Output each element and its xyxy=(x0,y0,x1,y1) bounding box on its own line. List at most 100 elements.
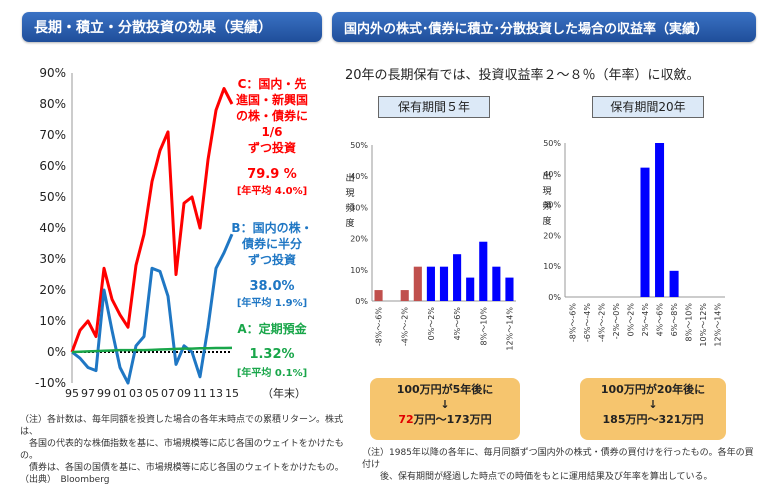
line-y-tick-label: 10% xyxy=(39,314,66,328)
hist20-bar xyxy=(655,143,665,297)
hist20-y-tick-label: 0% xyxy=(548,293,561,302)
hist5-y-tick-label: 50% xyxy=(350,141,368,150)
line-x-tick-label: 95 xyxy=(65,387,79,400)
series-label-a: A：定期預金 xyxy=(237,321,307,336)
note-left-line: （注）各計数は、毎年同額を投資した場合の各年末時点での累積リターン。株式は、 xyxy=(20,415,344,437)
callout-5y-line3: 72万円～173万円 xyxy=(370,412,520,427)
hist20-x-tick-label: -6%～-4% xyxy=(583,303,592,343)
hist5-y-tick-label: 0% xyxy=(355,297,368,306)
series-label-c: の株・債券に xyxy=(236,108,308,123)
header-left: 長期・積立・分散投資の効果（実績） xyxy=(22,12,322,42)
hist5-x-tick-label: 12%～14% xyxy=(505,307,514,351)
hist5-bar xyxy=(374,290,383,301)
hist5-y-tick-label: 30% xyxy=(350,203,368,212)
hist5-y-tick-label: 10% xyxy=(350,266,368,275)
hist20-x-tick-label: -4%～-2% xyxy=(597,303,606,343)
line-x-tick-label: 15 xyxy=(225,387,239,400)
series-label-c: ずつ投資 xyxy=(248,140,296,155)
series-label-c: C：国内・先 xyxy=(238,76,307,91)
series-result-c: 79.9 % xyxy=(247,167,297,182)
hist5-bar xyxy=(505,277,514,301)
line-series-a xyxy=(71,346,233,354)
callout-20y: 100万円が20年後に ↓ 185万円～321万円 xyxy=(580,378,726,440)
callout-20y-line1: 100万円が20年後に xyxy=(600,383,706,396)
hist20-x-tick-label: 12%～14% xyxy=(714,303,723,347)
line-x-axis-label: （年末） xyxy=(262,386,306,400)
callout-5y-line1: 100万円が5年後に xyxy=(396,383,494,396)
series-label-c: 1/6 xyxy=(261,125,282,139)
line-y-tick-label: 20% xyxy=(39,283,66,297)
hist20-x-tick-label: 6%～8% xyxy=(670,303,679,337)
series-label-c: 進国・新興国 xyxy=(236,92,308,107)
hist20-x-tick-label: -8%～-6% xyxy=(568,303,577,343)
series-annual-c: [年平均 4.0%] xyxy=(237,184,307,197)
hist5-x-tick-label: 0%～2% xyxy=(427,307,436,341)
hist5-bar xyxy=(426,266,435,301)
series-result-a: 1.32% xyxy=(249,347,294,362)
hist5-bar xyxy=(492,266,501,301)
hist5-y-tick-label: 40% xyxy=(350,172,368,181)
callout-5y: 100万円が5年後に ↓ 72万円～173万円 xyxy=(370,378,520,440)
hist20-y-tick-label: 50% xyxy=(543,139,561,148)
hist20-y-tick-label: 30% xyxy=(543,201,561,210)
note-right-line: 後、保有期間が経過した時点での時価をもとに運用結果及び年率を算出している。 xyxy=(362,472,713,482)
hist5-x-tick-label: 8%～10% xyxy=(479,307,488,346)
line-y-tick-label: -10% xyxy=(35,376,66,390)
line-x-tick-label: 09 xyxy=(177,387,191,400)
hist20-x-tick-label: -2%～0% xyxy=(612,303,621,340)
line-series-b xyxy=(71,233,234,385)
series-annual-b: [年平均 1.9%] xyxy=(237,296,307,309)
hist5-y-axis-label: 頻 xyxy=(345,202,354,214)
hist20-x-tick-label: 2%～4% xyxy=(641,303,650,337)
hist20-y-axis-label: 頻 xyxy=(542,200,551,212)
series-annual-a: [年平均 0.1%] xyxy=(237,366,307,379)
hist5-y-axis-label: 度 xyxy=(345,217,354,229)
line-x-tick-label: 97 xyxy=(81,387,95,400)
line-y-tick-label: 50% xyxy=(39,190,66,204)
hist20-y-tick-label: 10% xyxy=(543,262,561,271)
line-y-tick-label: 0% xyxy=(47,345,66,359)
hist20-y-axis-label: 出 xyxy=(542,170,551,182)
hist5-bar xyxy=(439,266,449,301)
hist5-bar xyxy=(413,266,422,301)
series-label-b: 債券に半分 xyxy=(241,236,302,251)
note-left-line: 各国の代表的な株価指数を基に、市場規模等に応じ各国のウェイトをかけたもの。 xyxy=(20,439,344,461)
series-label-b: ずつ投資 xyxy=(248,252,296,267)
hist5-y-axis-label: 現 xyxy=(345,188,354,199)
note-left-line: 債券は、各国の国債を基に、市場規模等に応じ各国のウェイトをかけたもの。 xyxy=(20,463,344,473)
callout-5y-arrow: ↓ xyxy=(440,398,450,411)
hist20-y-tick-label: 40% xyxy=(543,170,561,179)
hist20-y-axis-label: 現 xyxy=(542,186,551,197)
note-left: （注）各計数は、毎年同額を投資した場合の各年末時点での累積リターン。株式は、 各… xyxy=(20,414,350,486)
callout-20y-line3: 185万円～321万円 xyxy=(602,413,704,426)
callout-20y-arrow: ↓ xyxy=(648,398,658,411)
line-x-tick-label: 05 xyxy=(145,387,159,400)
hist20-y-axis-label: 度 xyxy=(542,215,551,227)
note-right: （注）1985年以降の各年に、毎月同額ずつ国内外の株式・債券の買付けを行ったもの… xyxy=(362,447,762,483)
hist5-x-tick-label: -8%～-6% xyxy=(375,307,384,347)
line-x-tick-label: 01 xyxy=(113,387,127,400)
hist20-bar xyxy=(640,167,650,297)
line-y-tick-label: 90% xyxy=(39,66,66,80)
hist5-x-tick-label: 4%～6% xyxy=(453,307,462,341)
line-x-tick-label: 11 xyxy=(193,387,207,400)
line-x-tick-label: 03 xyxy=(129,387,143,400)
note-right-line: （注）1985年以降の各年に、毎月同額ずつ国内外の株式・債券の買付けを行ったもの… xyxy=(362,448,754,470)
hist5-y-axis-label: 出 xyxy=(345,172,354,184)
line-y-tick-label: 60% xyxy=(39,159,66,173)
hist20-x-tick-label: 4%～6% xyxy=(656,303,665,337)
hist20-x-tick-label: 10%～12% xyxy=(699,303,708,347)
hist5-bar xyxy=(479,241,488,301)
line-y-tick-label: 80% xyxy=(39,97,66,111)
hist5-bar xyxy=(453,254,462,301)
series-result-b: 38.0% xyxy=(249,279,294,294)
hist5-bar xyxy=(400,290,409,301)
hist20-x-tick-label: 0%～2% xyxy=(626,303,635,337)
line-x-tick-label: 13 xyxy=(209,387,223,400)
line-y-tick-label: 30% xyxy=(39,252,66,266)
chart-20y-title: 保有期間20年 xyxy=(592,96,704,118)
hist5-x-tick-label: -4%～-2% xyxy=(401,307,410,347)
line-x-tick-label: 07 xyxy=(161,387,175,400)
callout-5y-low: 72 xyxy=(398,413,414,426)
